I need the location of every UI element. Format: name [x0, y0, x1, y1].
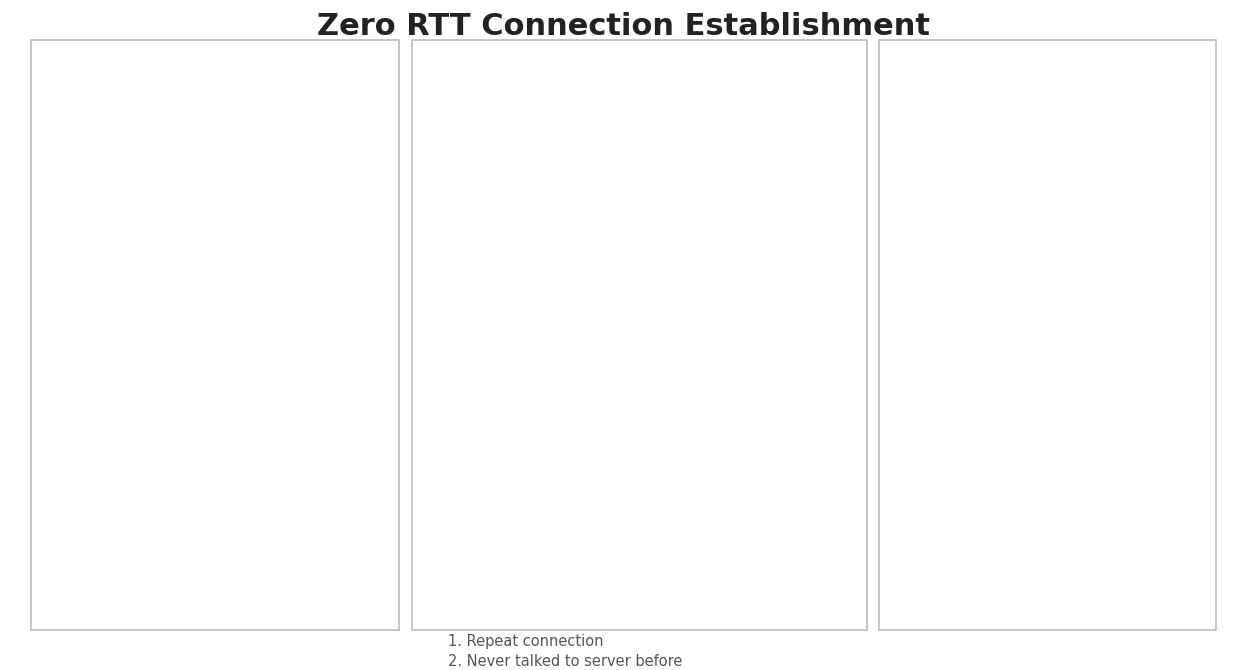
Bar — [744, 170, 796, 175]
Bar — [1127, 202, 1170, 207]
Bar — [1125, 149, 1172, 224]
Polygon shape — [922, 159, 980, 201]
Polygon shape — [86, 140, 146, 173]
Bar — [301, 122, 353, 136]
Polygon shape — [924, 163, 978, 196]
Polygon shape — [470, 123, 542, 160]
Bar — [1125, 149, 1172, 162]
Text: TCP: TCP — [190, 64, 241, 92]
Bar — [303, 142, 350, 147]
Text: (equivalent to TCP + TLS): (equivalent to TCP + TLS) — [932, 99, 1163, 117]
Circle shape — [1158, 151, 1163, 159]
Text: 1. Repeat connection: 1. Repeat connection — [448, 634, 604, 649]
Circle shape — [337, 125, 342, 133]
Text: Sender: Sender — [928, 126, 976, 140]
Circle shape — [781, 113, 787, 121]
Polygon shape — [919, 201, 985, 217]
Text: QUIC: QUIC — [1013, 58, 1082, 86]
Bar — [303, 164, 350, 170]
Text: Sender: Sender — [484, 90, 532, 105]
Bar — [744, 129, 796, 133]
Text: Zero RTT Connection Establishment: Zero RTT Connection Establishment — [317, 12, 930, 42]
Text: 300 ms²: 300 ms² — [596, 586, 682, 606]
Text: Receiver: Receiver — [1119, 126, 1178, 140]
Text: 100 ms: 100 ms — [158, 580, 272, 608]
Text: Receiver: Receiver — [739, 90, 799, 105]
Text: Receiver: Receiver — [297, 96, 357, 111]
Polygon shape — [468, 160, 550, 175]
Text: 100 ms²: 100 ms² — [1005, 608, 1090, 628]
Bar — [303, 176, 350, 181]
Text: 200 ms¹: 200 ms¹ — [576, 557, 702, 585]
Polygon shape — [474, 127, 540, 155]
Text: TCP + TLS: TCP + TLS — [567, 58, 711, 86]
Bar — [742, 111, 798, 180]
Bar — [1127, 190, 1170, 196]
Bar — [1127, 213, 1170, 218]
Bar — [1127, 168, 1170, 174]
Bar — [303, 187, 350, 192]
Bar — [744, 139, 796, 144]
Bar — [303, 153, 350, 158]
Bar — [744, 159, 796, 165]
Text: 2. Never talked to server before: 2. Never talked to server before — [448, 655, 682, 669]
Bar — [742, 111, 798, 123]
Bar — [744, 149, 796, 154]
Text: 0 ms¹: 0 ms¹ — [1004, 580, 1091, 608]
Bar — [1127, 180, 1170, 185]
Bar — [301, 122, 353, 198]
Polygon shape — [84, 135, 148, 178]
Text: Sender: Sender — [94, 96, 142, 111]
Polygon shape — [81, 178, 155, 194]
